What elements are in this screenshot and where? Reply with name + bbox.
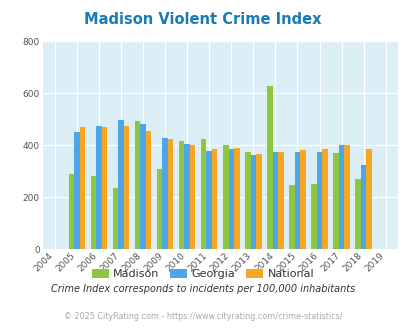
Bar [311, 184, 316, 249]
Bar [206, 151, 211, 249]
Bar [74, 132, 79, 249]
Bar [134, 121, 140, 249]
Bar [211, 148, 217, 249]
Bar [79, 127, 85, 249]
Bar [294, 152, 300, 249]
Bar [338, 145, 343, 249]
Bar [167, 139, 173, 249]
Bar [360, 165, 366, 249]
Bar [333, 153, 338, 249]
Bar [101, 127, 107, 249]
Bar [354, 179, 360, 249]
Bar [343, 145, 349, 249]
Text: Crime Index corresponds to incidents per 100,000 inhabitants: Crime Index corresponds to incidents per… [51, 284, 354, 294]
Bar [179, 141, 184, 249]
Bar [366, 149, 371, 249]
Bar [288, 185, 294, 249]
Bar [256, 153, 261, 249]
Bar [113, 188, 118, 249]
Bar [277, 152, 283, 249]
Bar [233, 148, 239, 249]
Bar [316, 152, 322, 249]
Bar [140, 124, 145, 249]
Bar [145, 131, 151, 249]
Text: © 2025 CityRating.com - https://www.cityrating.com/crime-statistics/: © 2025 CityRating.com - https://www.city… [64, 312, 341, 321]
Legend: Madison, Georgia, National: Madison, Georgia, National [87, 265, 318, 283]
Bar [300, 150, 305, 249]
Bar [250, 155, 256, 249]
Bar [156, 169, 162, 249]
Bar [245, 152, 250, 249]
Bar [228, 149, 233, 249]
Bar [222, 145, 228, 249]
Bar [124, 126, 129, 249]
Bar [200, 140, 206, 249]
Bar [266, 86, 272, 249]
Bar [162, 138, 167, 249]
Text: Madison Violent Crime Index: Madison Violent Crime Index [84, 12, 321, 26]
Bar [90, 176, 96, 249]
Bar [184, 144, 190, 249]
Bar [272, 152, 277, 249]
Bar [322, 149, 327, 249]
Bar [190, 145, 195, 249]
Bar [118, 120, 124, 249]
Bar [96, 126, 101, 249]
Bar [68, 174, 74, 249]
